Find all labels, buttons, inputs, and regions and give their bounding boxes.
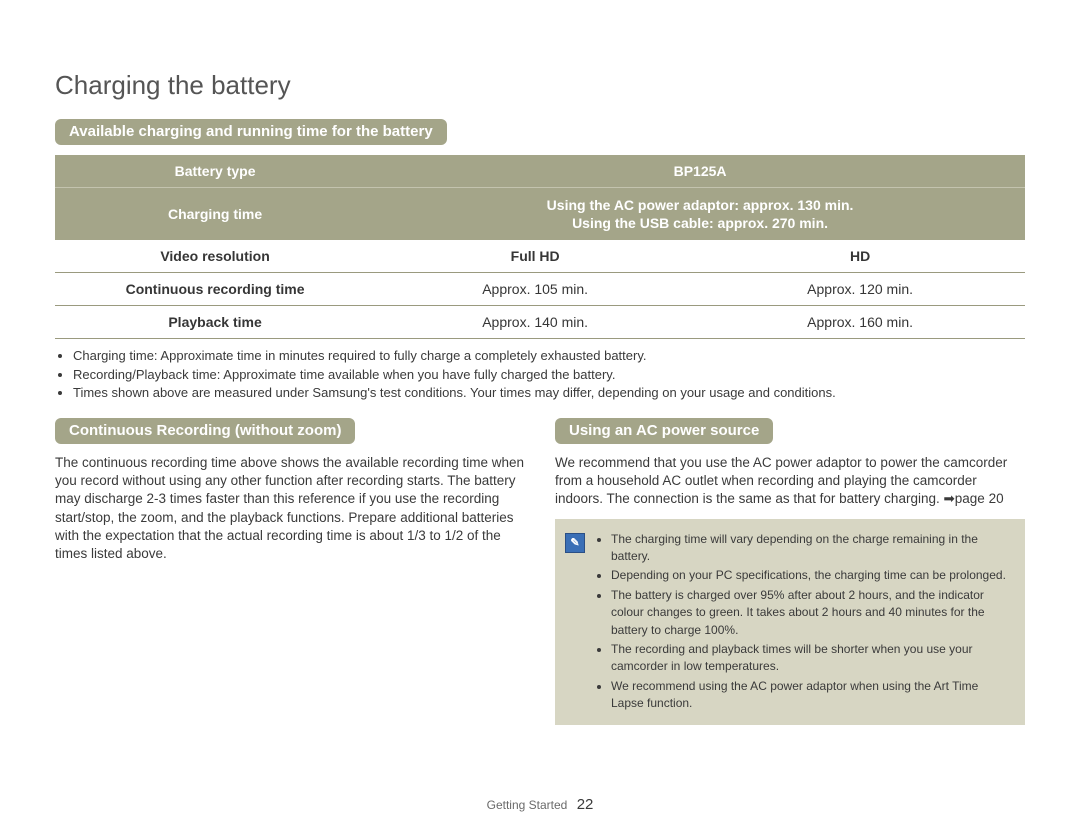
table-charging-row: Charging time Using the AC power adaptor…	[55, 188, 1025, 241]
playback-time-hd: Approx. 160 min.	[695, 306, 1025, 339]
page-footer: Getting Started 22	[0, 796, 1080, 813]
table-note: Charging time: Approximate time in minut…	[73, 347, 1025, 365]
charging-time-values: Using the AC power adaptor: approx. 130 …	[375, 188, 1025, 241]
table-header-row: Battery type BP125A	[55, 155, 1025, 188]
battery-model-header: BP125A	[375, 155, 1025, 188]
section-label-main: Available charging and running time for …	[55, 119, 447, 145]
battery-table: Battery type BP125A Charging time Using …	[55, 155, 1025, 339]
info-note: We recommend using the AC power adaptor …	[611, 678, 1013, 713]
right-column: Using an AC power source We recommend th…	[555, 418, 1025, 725]
page-ref-text: page 20	[955, 491, 1004, 506]
section-label-continuous: Continuous Recording (without zoom)	[55, 418, 355, 444]
info-note: The charging time will vary depending on…	[611, 531, 1013, 566]
info-notes-list: The charging time will vary depending on…	[595, 529, 1013, 715]
section-label-ac-power: Using an AC power source	[555, 418, 773, 444]
page-ref: ➡page 20	[943, 491, 1003, 506]
video-resolution-fullhd: Full HD	[375, 240, 695, 273]
charging-usb-line: Using the USB cable: approx. 270 min.	[387, 214, 1013, 232]
video-resolution-label: Video resolution	[55, 240, 375, 273]
table-notes-list: Charging time: Approximate time in minut…	[55, 347, 1025, 402]
footer-page-number: 22	[577, 796, 594, 813]
ac-power-body: We recommend that you use the AC power a…	[555, 454, 1025, 509]
continuous-recording-label: Continuous recording time	[55, 273, 375, 306]
ac-power-body-text: We recommend that you use the AC power a…	[555, 455, 1007, 506]
charging-ac-line: Using the AC power adaptor: approx. 130 …	[387, 196, 1013, 214]
info-note: Depending on your PC specifications, the…	[611, 567, 1013, 584]
left-column: Continuous Recording (without zoom) The …	[55, 418, 525, 725]
continuous-recording-body: The continuous recording time above show…	[55, 454, 525, 563]
continuous-recording-fullhd: Approx. 105 min.	[375, 273, 695, 306]
playback-time-fullhd: Approx. 140 min.	[375, 306, 695, 339]
table-note: Times shown above are measured under Sam…	[73, 384, 1025, 402]
footer-section: Getting Started	[487, 798, 568, 812]
table-row: Playback time Approx. 140 min. Approx. 1…	[55, 306, 1025, 339]
continuous-recording-hd: Approx. 120 min.	[695, 273, 1025, 306]
note-icon: ✎	[565, 533, 585, 553]
info-note: The recording and playback times will be…	[611, 641, 1013, 676]
video-resolution-hd: HD	[695, 240, 1025, 273]
battery-type-header: Battery type	[55, 155, 375, 188]
info-note: The battery is charged over 95% after ab…	[611, 587, 1013, 639]
table-row: Video resolution Full HD HD	[55, 240, 1025, 273]
table-note: Recording/Playback time: Approximate tim…	[73, 366, 1025, 384]
two-column-container: Continuous Recording (without zoom) The …	[55, 418, 1025, 725]
charging-time-header: Charging time	[55, 188, 375, 241]
table-row: Continuous recording time Approx. 105 mi…	[55, 273, 1025, 306]
page-container: Charging the battery Available charging …	[0, 0, 1080, 825]
info-box: ✎ The charging time will vary depending …	[555, 519, 1025, 725]
arrow-icon: ➡	[943, 491, 954, 506]
page-title: Charging the battery	[55, 70, 1025, 101]
playback-time-label: Playback time	[55, 306, 375, 339]
